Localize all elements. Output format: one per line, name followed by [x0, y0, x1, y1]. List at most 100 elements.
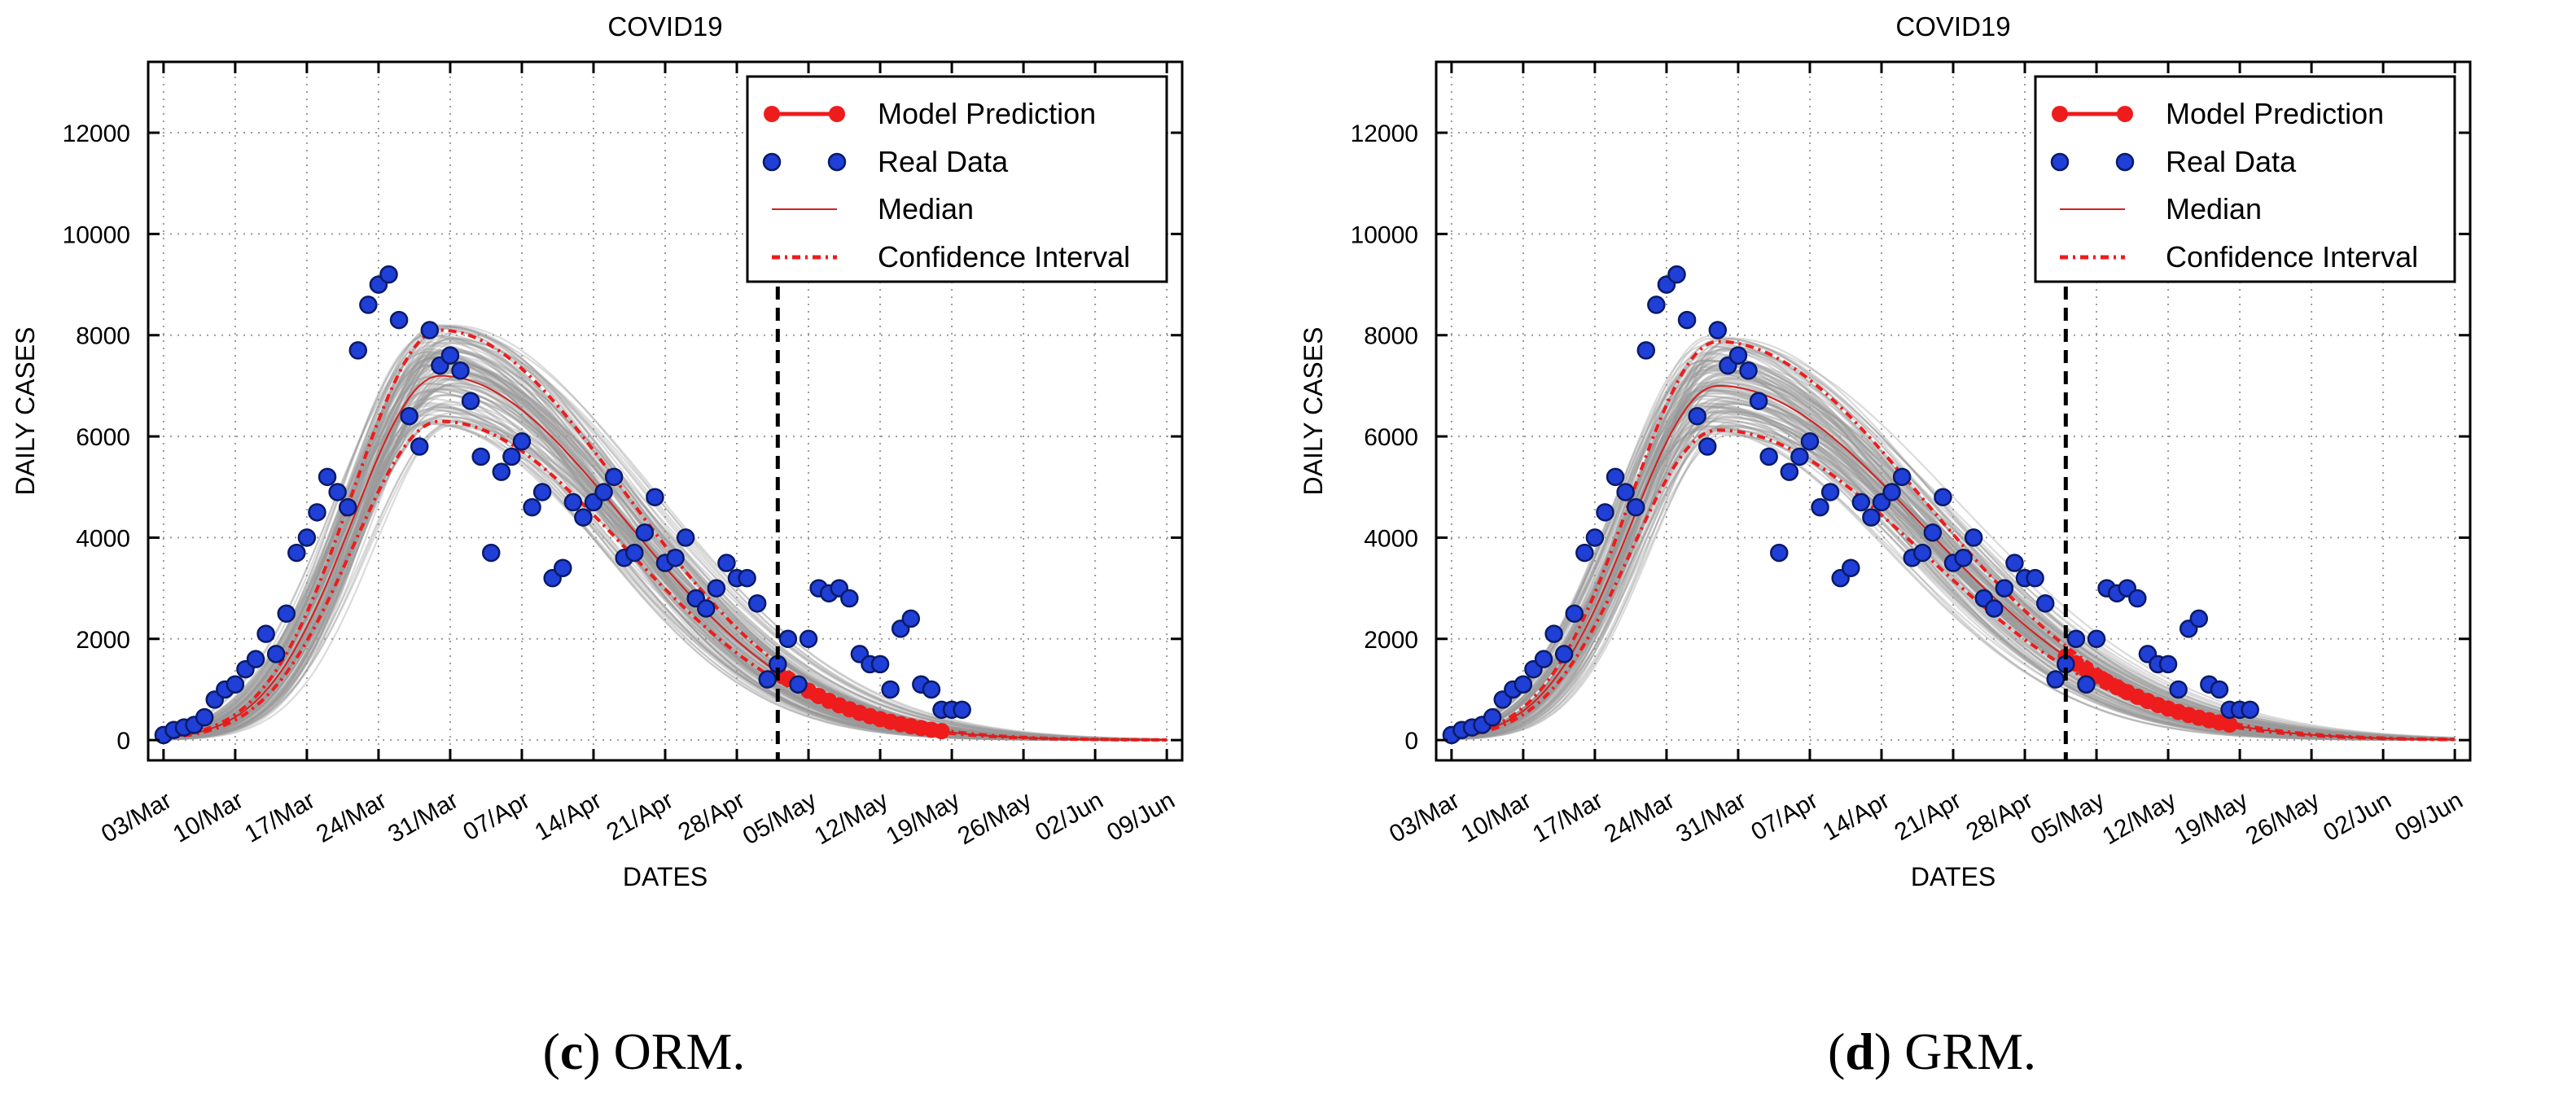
- real-data-point: [1923, 523, 1943, 542]
- legend: Model Prediction Real Data Median Confidenc…: [746, 75, 1168, 283]
- ensemble-curve: [1451, 420, 2456, 742]
- real-data-point: [747, 594, 767, 613]
- x-tick-label: 26/May: [2241, 786, 2324, 850]
- x-tick-label: 05/May: [738, 786, 821, 850]
- ensemble-curve: [1451, 434, 2456, 742]
- real-data-point: [195, 707, 214, 727]
- real-data-point: [512, 432, 532, 451]
- legend-real-marker: [2050, 152, 2070, 172]
- real-data-point: [297, 528, 317, 547]
- real-data-point: [2026, 568, 2044, 588]
- real-data-point: [1954, 549, 1973, 567]
- x-tick-label: 28/Apr: [673, 786, 749, 846]
- y-tick-label: 2000: [76, 627, 130, 654]
- y-tick-label: 6000: [76, 424, 130, 451]
- ensemble-curve: [1451, 400, 2456, 741]
- ensemble-curve: [163, 351, 1168, 741]
- real-data-point: [1708, 321, 1728, 339]
- ensemble-curve: [163, 354, 1168, 742]
- real-data-point: [266, 645, 286, 663]
- real-data-point: [308, 503, 326, 522]
- x-tick-label: 21/Apr: [602, 786, 677, 846]
- ensemble-curve: [163, 419, 1168, 742]
- ensemble-curve: [1451, 335, 2456, 739]
- real-data-point: [1688, 406, 1706, 426]
- real-data-point: [1575, 543, 1594, 563]
- ensemble-curve: [163, 390, 1168, 742]
- ensemble-curve: [1451, 348, 2456, 740]
- ensemble-curve: [163, 334, 1168, 741]
- real-data-point: [2241, 700, 2259, 720]
- real-data-point: [1739, 361, 1758, 380]
- ensemble-curve: [1451, 388, 2456, 742]
- real-data-point: [492, 462, 511, 481]
- x-tick-label: 12/May: [810, 786, 893, 850]
- ensemble-curve: [1451, 368, 2456, 741]
- real-data-point: [635, 523, 655, 542]
- real-data-point: [666, 549, 685, 567]
- ensemble-curve: [1451, 337, 2456, 741]
- ensemble-curve: [163, 382, 1168, 742]
- ensemble-curve: [1451, 372, 2456, 740]
- legend-label: Model Prediction: [2166, 97, 2384, 130]
- y-tick-label: 8000: [1364, 323, 1418, 350]
- real-data-point: [758, 670, 777, 689]
- real-data-point: [246, 650, 265, 668]
- ensemble-curve: [163, 325, 1168, 741]
- ensemble-curve: [163, 384, 1168, 742]
- real-data-point: [481, 543, 501, 563]
- x-tick-label: 10/Mar: [169, 786, 248, 847]
- real-data-point: [1677, 310, 1697, 330]
- real-data-point: [1749, 392, 1768, 410]
- y-tick-label: 2000: [1364, 627, 1418, 654]
- ensemble-curve: [163, 338, 1168, 741]
- ensemble-curve: [1451, 392, 2456, 740]
- ensemble-curve: [163, 364, 1168, 741]
- caption-letter: c: [559, 1022, 584, 1080]
- legend-prediction-marker: [2117, 106, 2133, 122]
- real-data-point: [1585, 528, 1605, 547]
- x-tick-label: 03/Mar: [1385, 786, 1464, 847]
- x-tick-label: 12/May: [2098, 786, 2181, 850]
- ensemble-curve: [163, 357, 1168, 741]
- real-data-point: [451, 361, 470, 380]
- real-data-point: [1780, 462, 1799, 481]
- real-data-point: [287, 543, 306, 563]
- real-data-point: [1647, 296, 1666, 314]
- real-data-point: [400, 406, 418, 426]
- ensemble-curve: [163, 350, 1168, 741]
- ensemble-curve: [163, 378, 1168, 741]
- ensemble-curve: [163, 409, 1168, 742]
- ensemble-curve: [163, 357, 1168, 742]
- ticks: [148, 62, 1182, 760]
- caption-paren-close: ): [1873, 1022, 1892, 1080]
- x-tick-label: 02/Jun: [2319, 786, 2396, 847]
- ensemble-curve: [1451, 348, 2456, 741]
- ensemble-curve: [1451, 411, 2456, 742]
- y-tick-label: 8000: [76, 323, 130, 350]
- real-data-point: [1790, 447, 1809, 466]
- real-data-point: [1851, 493, 1871, 512]
- ensemble-curve: [1451, 403, 2456, 740]
- real-data-point: [2005, 554, 2024, 572]
- y-tick-label: 0: [1404, 728, 1418, 755]
- real-data-point: [2035, 594, 2055, 613]
- ensemble-curve: [163, 369, 1168, 742]
- ensemble-curve: [163, 378, 1168, 742]
- ensemble-curve: [1451, 374, 2456, 740]
- ensemble-curve: [163, 354, 1168, 742]
- real-data-point: [2077, 675, 2096, 694]
- real-data-point: [604, 467, 624, 487]
- ensemble-curve: [1451, 396, 2456, 741]
- ensemble-curve: [1451, 348, 2456, 741]
- ensemble-curve: [1451, 417, 2456, 740]
- real-data-point: [1626, 497, 1645, 517]
- x-tick-label: 17/Mar: [240, 786, 319, 847]
- real-data-point: [1667, 265, 1686, 284]
- real-data-point: [1759, 447, 1778, 466]
- x-tick-label: 03/Mar: [97, 786, 176, 847]
- legend-prediction-marker: [2052, 106, 2068, 122]
- legend-real-marker: [762, 152, 782, 172]
- real-data-point: [1913, 543, 1932, 563]
- real-data-point: [2128, 589, 2147, 608]
